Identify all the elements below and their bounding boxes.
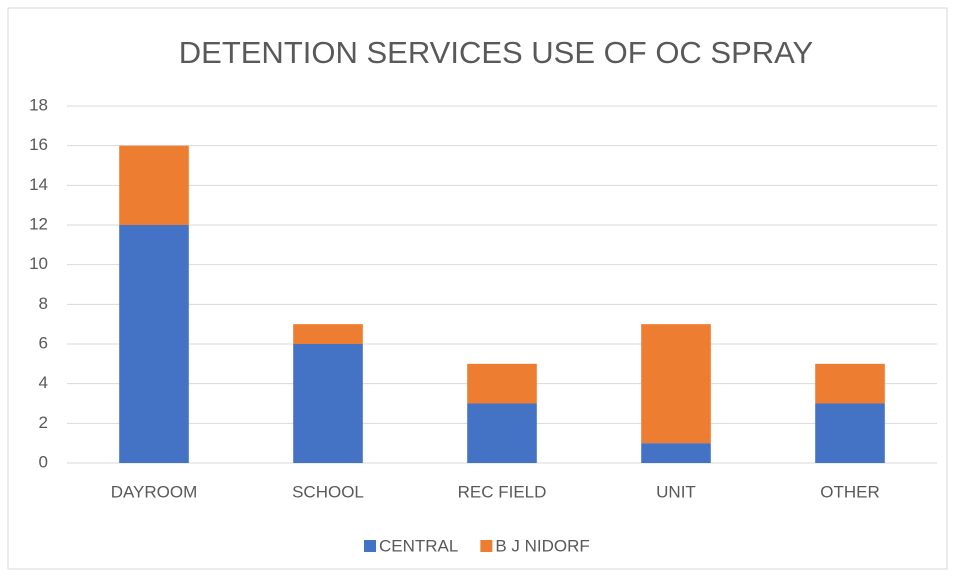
y-tick-label: 0 — [39, 452, 48, 471]
bar-segment — [467, 403, 537, 463]
y-tick-label: 16 — [29, 135, 48, 154]
bar-segment — [815, 363, 885, 404]
bar-segment — [641, 324, 711, 444]
bar-segment — [119, 145, 189, 225]
y-tick-label: 12 — [29, 214, 48, 233]
bar-segment — [467, 363, 537, 404]
bar-segment — [815, 403, 885, 463]
legend-swatch — [480, 540, 493, 552]
legend-swatch — [364, 540, 376, 552]
bar-segment — [641, 443, 711, 463]
y-tick-label: 14 — [29, 175, 48, 194]
legend-label: B J NIDORF — [495, 536, 589, 555]
x-tick-label: SCHOOL — [292, 482, 364, 501]
y-tick-label: 18 — [29, 95, 48, 114]
legend-label: CENTRAL — [379, 536, 458, 555]
y-tick-label: 6 — [39, 333, 48, 352]
x-tick-label: UNIT — [656, 482, 696, 501]
y-tick-label: 8 — [39, 294, 48, 313]
x-tick-label: DAYROOM — [111, 482, 198, 501]
x-tick-label: REC FIELD — [458, 482, 547, 501]
bar-segment — [293, 344, 363, 463]
y-tick-label: 4 — [39, 373, 48, 392]
x-tick-label: OTHER — [820, 482, 880, 501]
bar-segment — [119, 225, 189, 463]
y-tick-label: 2 — [39, 413, 48, 432]
bar-segment — [293, 324, 363, 344]
chart-title: DETENTION SERVICES USE OF OC SPRAY — [179, 35, 813, 70]
y-tick-label: 10 — [29, 254, 48, 273]
